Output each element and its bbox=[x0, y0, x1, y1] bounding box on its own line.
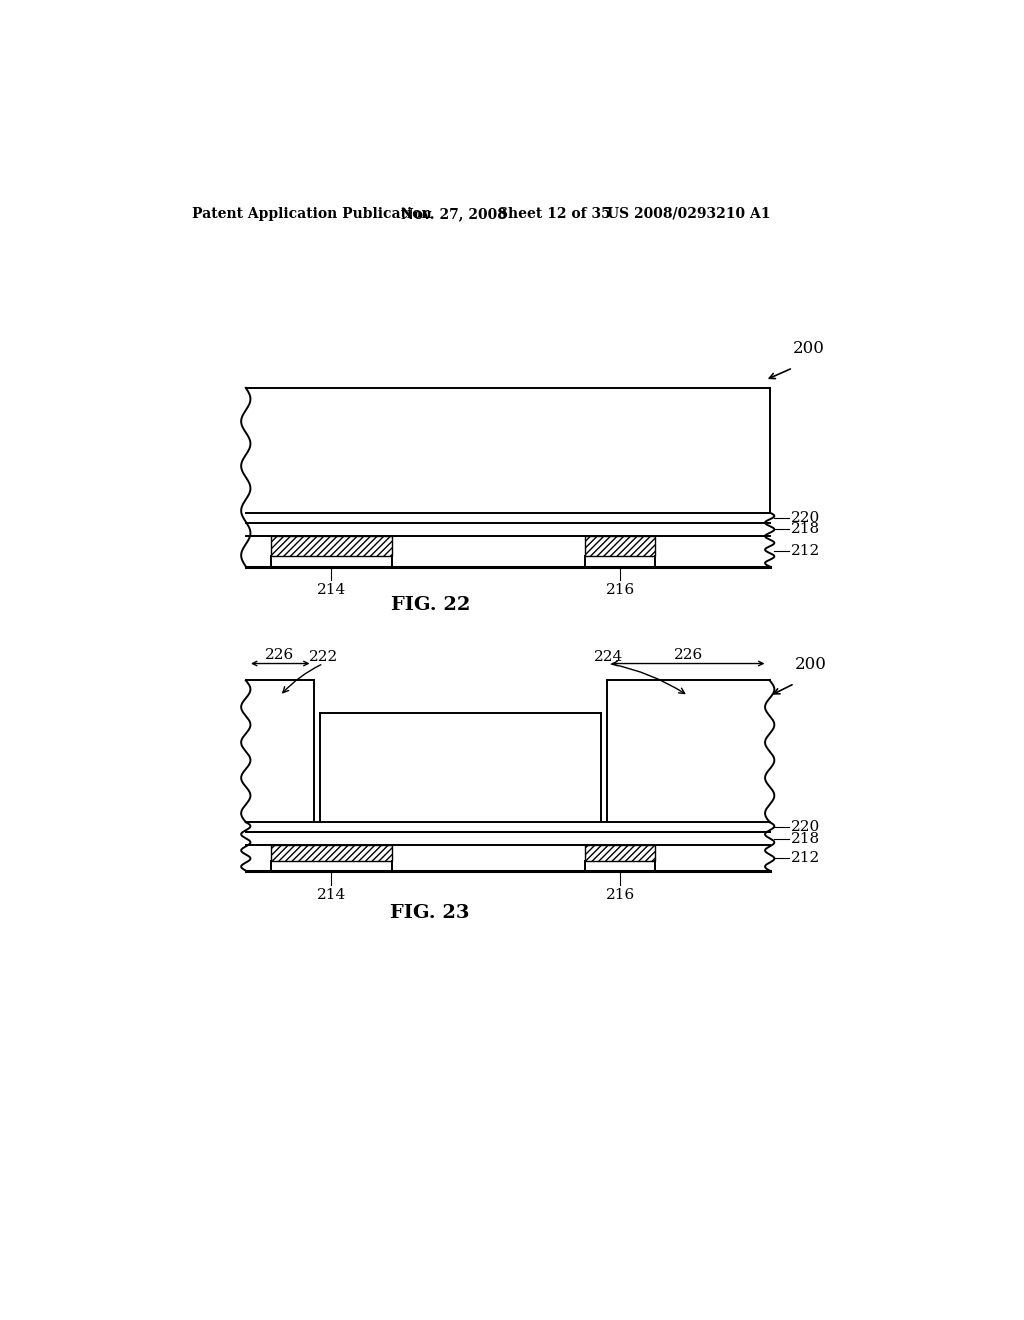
Text: Patent Application Publication: Patent Application Publication bbox=[191, 207, 431, 220]
Text: 216: 216 bbox=[605, 887, 635, 902]
Text: US 2008/0293210 A1: US 2008/0293210 A1 bbox=[607, 207, 770, 220]
Text: 220: 220 bbox=[792, 511, 820, 524]
Text: 218: 218 bbox=[792, 523, 820, 536]
Bar bbox=[271, 845, 391, 861]
Text: 218: 218 bbox=[792, 832, 820, 846]
Text: 226: 226 bbox=[265, 648, 295, 663]
Text: 200: 200 bbox=[795, 656, 826, 673]
Text: 224: 224 bbox=[594, 649, 624, 664]
Text: 212: 212 bbox=[792, 851, 820, 865]
Text: 220: 220 bbox=[792, 820, 820, 834]
Text: 214: 214 bbox=[316, 887, 346, 902]
Text: Nov. 27, 2008: Nov. 27, 2008 bbox=[400, 207, 507, 220]
Text: 200: 200 bbox=[793, 341, 824, 358]
Bar bbox=[586, 536, 655, 556]
Text: 216: 216 bbox=[605, 583, 635, 598]
Text: 222: 222 bbox=[308, 649, 338, 664]
Text: 226: 226 bbox=[674, 648, 702, 663]
Text: 214: 214 bbox=[316, 583, 346, 598]
Bar bbox=[586, 845, 655, 861]
Text: FIG. 23: FIG. 23 bbox=[390, 904, 470, 921]
Bar bbox=[271, 536, 391, 556]
Text: 212: 212 bbox=[792, 544, 820, 558]
Text: Sheet 12 of 35: Sheet 12 of 35 bbox=[499, 207, 611, 220]
Text: FIG. 22: FIG. 22 bbox=[390, 597, 470, 614]
